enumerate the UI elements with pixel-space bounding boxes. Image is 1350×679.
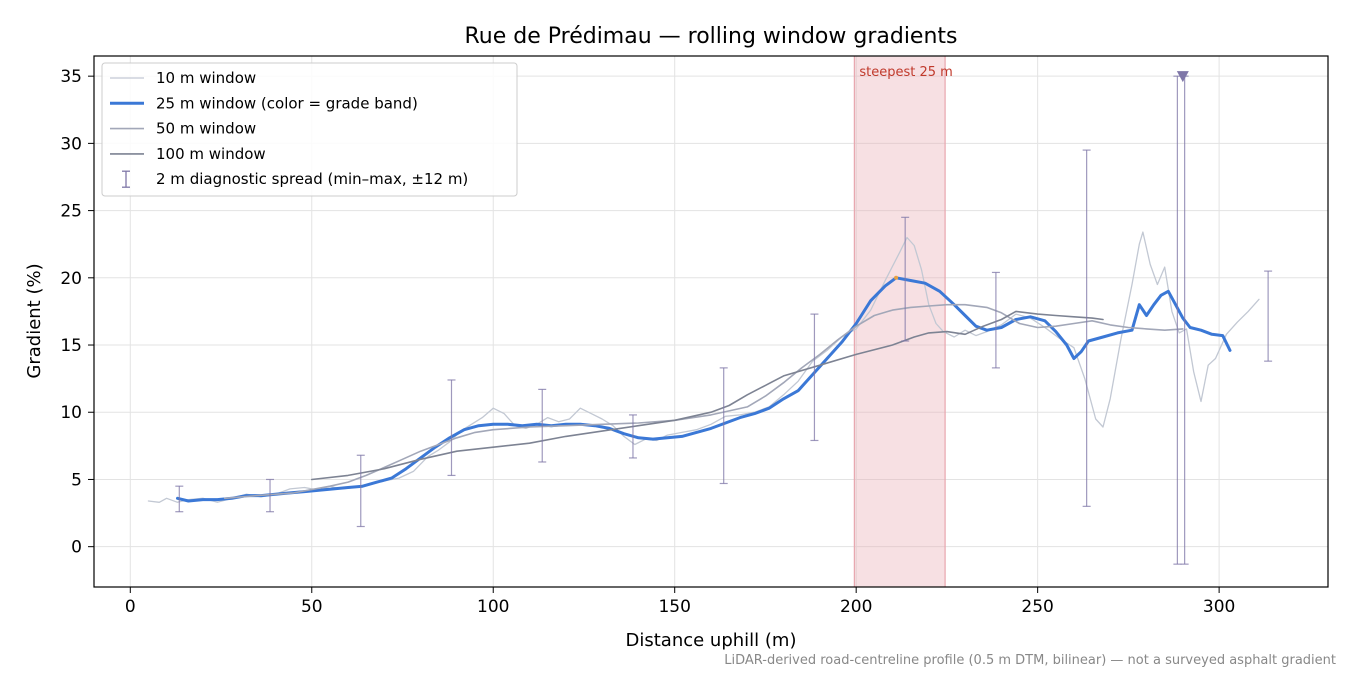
series-line-1 [176, 276, 1232, 503]
chart-title: Rue de Prédimau — rolling window gradien… [464, 24, 957, 49]
y-tick-label: 30 [60, 134, 82, 154]
x-axis-label: Distance uphill (m) [626, 630, 797, 651]
legend-label: 50 m window [156, 120, 256, 138]
y-tick-label: 25 [60, 202, 82, 222]
y-tick-label: 35 [60, 67, 82, 87]
legend-label: 10 m window [156, 69, 256, 87]
markers [894, 71, 1189, 280]
y-axis: 0 5 10 15 20 25 30 35 [60, 67, 94, 558]
x-axis: 0 50 100 150 200 250 300 [125, 587, 1235, 617]
legend-label: 2 m diagnostic spread (min–max, ±12 m) [156, 170, 468, 188]
y-axis-label: Gradient (%) [24, 263, 45, 378]
y-tick-label: 0 [71, 538, 82, 558]
error-bars [175, 75, 1273, 565]
peak-marker-icon [1176, 71, 1189, 83]
footnote: LiDAR-derived road-centreline profile (0… [724, 653, 1336, 668]
x-tick-label: 200 [840, 597, 872, 617]
steepest-band-label: steepest 25 m [859, 65, 952, 80]
x-tick-label: 300 [1203, 597, 1235, 617]
legend-label: 25 m window (color = grade band) [156, 94, 418, 112]
x-tick-label: 150 [658, 597, 690, 617]
plot-frame [93, 55, 1329, 588]
x-tick-label: 250 [1021, 597, 1053, 617]
legend-box [101, 62, 518, 197]
steepest-point-marker [894, 275, 899, 280]
steepest-band-rect [854, 56, 946, 587]
x-tick-label: 50 [301, 597, 323, 617]
x-tick-label: 0 [125, 597, 136, 617]
y-tick-label: 15 [60, 336, 82, 356]
series-line-2 [223, 303, 1184, 500]
x-tick-label: 100 [477, 597, 509, 617]
y-tick-label: 5 [71, 470, 82, 490]
series-lines [147, 231, 1260, 503]
y-tick-label: 20 [60, 269, 82, 289]
legend: 10 m window 25 m window (color = grade ba… [101, 62, 518, 197]
series-line-3 [311, 310, 1104, 481]
legend-label: 100 m window [156, 145, 266, 163]
steepest-band: steepest 25 m [853, 56, 953, 587]
y-tick-label: 10 [60, 403, 82, 423]
